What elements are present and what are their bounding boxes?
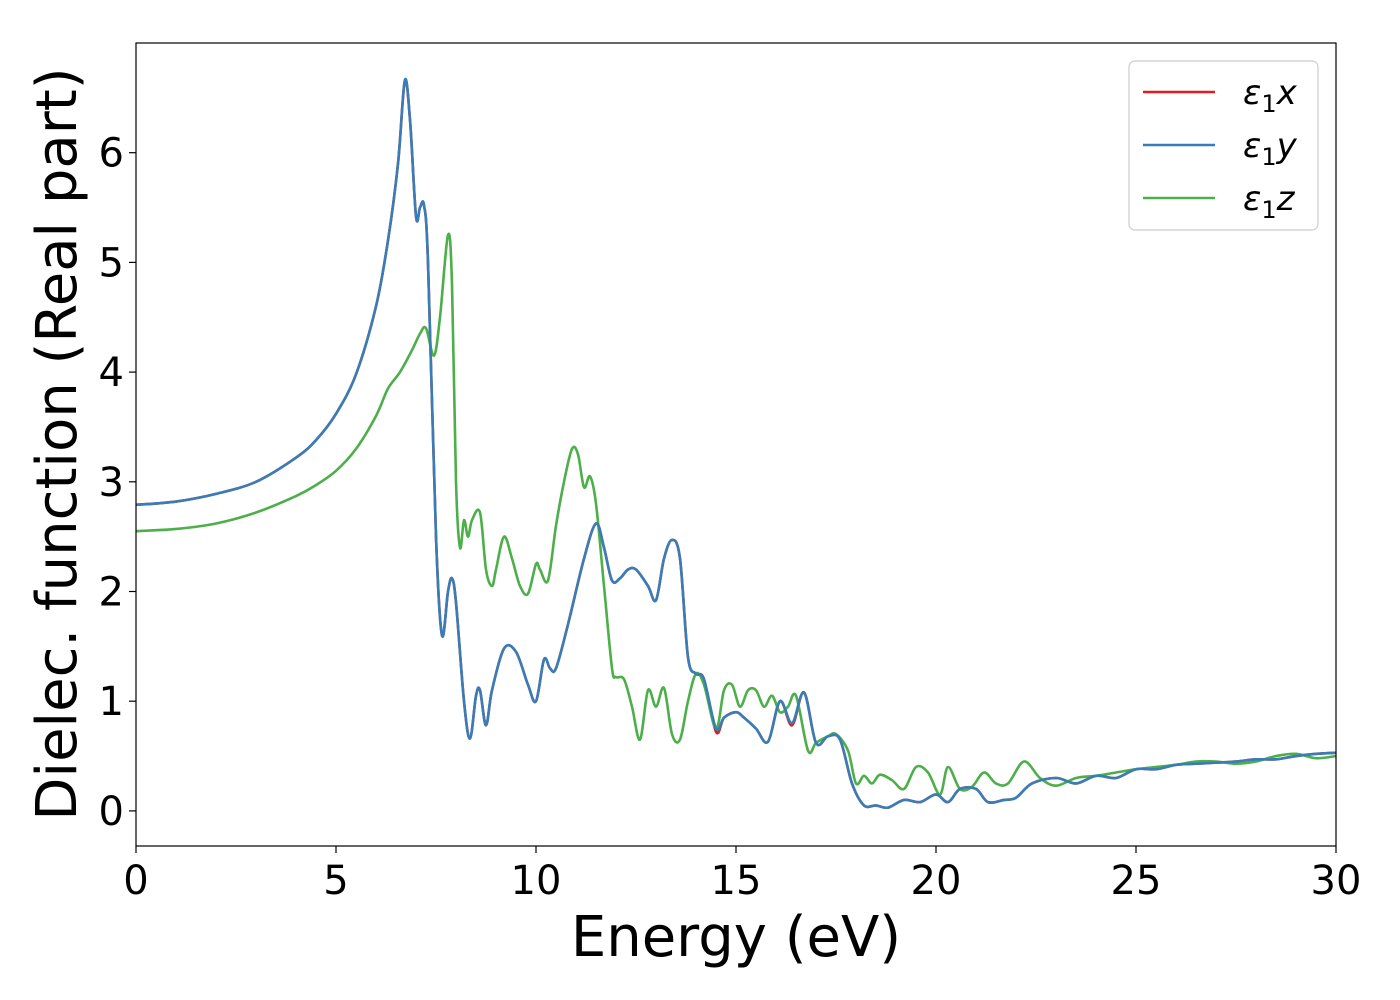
x-axis-ticks: 0 5 10 15 20 25 30 bbox=[123, 846, 1361, 904]
y-tick-label: 0 bbox=[99, 789, 124, 835]
y-axis-title: Dielec. function (Real part) bbox=[25, 67, 90, 820]
x-tick-label: 15 bbox=[711, 858, 762, 904]
x-tick-label: 5 bbox=[323, 858, 348, 904]
legend-label-y: ε1y bbox=[1243, 126, 1298, 171]
series-line-y bbox=[136, 77, 1336, 810]
x-axis-title: Energy (eV) bbox=[571, 905, 901, 970]
x-tick-label: 25 bbox=[1111, 858, 1162, 904]
x-tick-label: 10 bbox=[511, 858, 562, 904]
series-line-z bbox=[136, 232, 1336, 796]
x-tick-label: 20 bbox=[911, 858, 962, 904]
x-tick-label: 0 bbox=[123, 858, 148, 904]
legend-box bbox=[1128, 60, 1319, 231]
legend: ε1x ε1y ε1z bbox=[1128, 60, 1319, 231]
y-tick-label: 6 bbox=[99, 131, 124, 177]
y-tick-label: 5 bbox=[99, 240, 124, 286]
legend-label-x: ε1x bbox=[1243, 73, 1298, 118]
x-tick-label: 30 bbox=[1311, 858, 1362, 904]
y-tick-label: 4 bbox=[99, 350, 124, 396]
y-tick-label: 2 bbox=[99, 569, 124, 615]
legend-label-z: ε1z bbox=[1243, 179, 1296, 224]
y-tick-label: 3 bbox=[99, 460, 124, 506]
plot-series-group bbox=[136, 77, 1336, 810]
y-tick-label: 1 bbox=[99, 679, 124, 725]
y-axis-ticks: 0 1 2 3 4 5 6 bbox=[99, 131, 136, 835]
